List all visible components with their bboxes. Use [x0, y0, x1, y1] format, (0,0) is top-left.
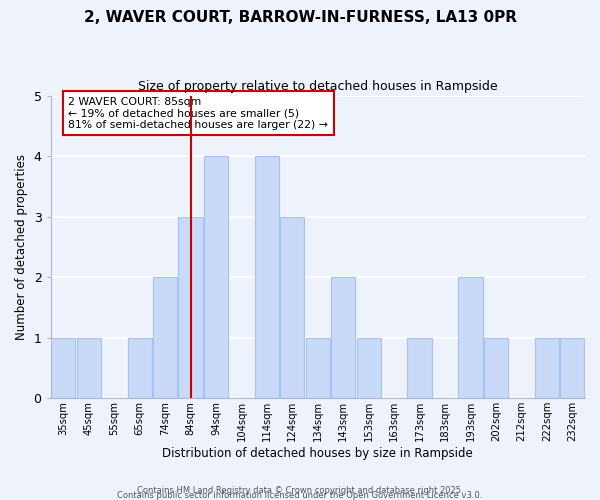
Bar: [153, 277, 177, 398]
Y-axis label: Number of detached properties: Number of detached properties: [15, 154, 28, 340]
Title: Size of property relative to detached houses in Rampside: Size of property relative to detached ho…: [138, 80, 497, 93]
Bar: [204, 156, 228, 398]
Bar: [484, 338, 508, 398]
Bar: [535, 338, 559, 398]
Bar: [280, 216, 304, 398]
Bar: [407, 338, 431, 398]
Text: 2 WAVER COURT: 85sqm
← 19% of detached houses are smaller (5)
81% of semi-detach: 2 WAVER COURT: 85sqm ← 19% of detached h…: [68, 97, 328, 130]
Bar: [255, 156, 279, 398]
Bar: [560, 338, 584, 398]
Bar: [356, 338, 381, 398]
Bar: [458, 277, 482, 398]
Bar: [306, 338, 330, 398]
Bar: [128, 338, 152, 398]
X-axis label: Distribution of detached houses by size in Rampside: Distribution of detached houses by size …: [163, 447, 473, 460]
Text: Contains public sector information licensed under the Open Government Licence v3: Contains public sector information licen…: [118, 491, 482, 500]
Text: 2, WAVER COURT, BARROW-IN-FURNESS, LA13 0PR: 2, WAVER COURT, BARROW-IN-FURNESS, LA13 …: [83, 10, 517, 25]
Text: Contains HM Land Registry data © Crown copyright and database right 2025.: Contains HM Land Registry data © Crown c…: [137, 486, 463, 495]
Bar: [77, 338, 101, 398]
Bar: [331, 277, 355, 398]
Bar: [178, 216, 203, 398]
Bar: [51, 338, 76, 398]
